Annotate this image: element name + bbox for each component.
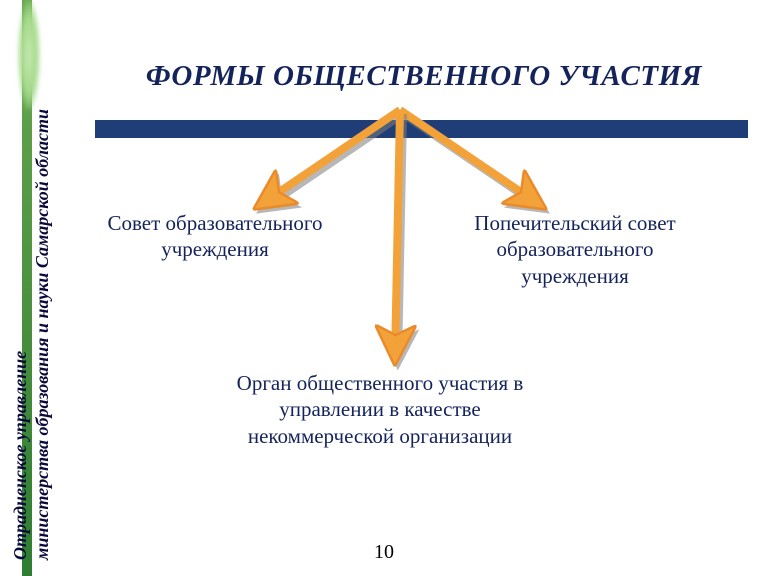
slide-title: ФОРМЫ ОБЩЕСТВЕННОГО УЧАСТИЯ [110, 60, 738, 93]
page-number: 10 [374, 541, 394, 564]
sidebar-text-line2: министерства образования и науки Самарск… [32, 109, 53, 560]
sidebar: Отрадненское управление министерства обр… [0, 0, 60, 576]
node-left: Совет образовательного учреждения [105, 210, 325, 263]
sidebar-text-line1: Отрадненское управление [10, 351, 31, 560]
node-right: Попечительский совет образовательного уч… [450, 210, 700, 289]
node-bottom: Орган общественного участия в управлении… [230, 370, 530, 449]
title-underline-bar [95, 120, 748, 138]
sidebar-blob [18, 0, 40, 110]
